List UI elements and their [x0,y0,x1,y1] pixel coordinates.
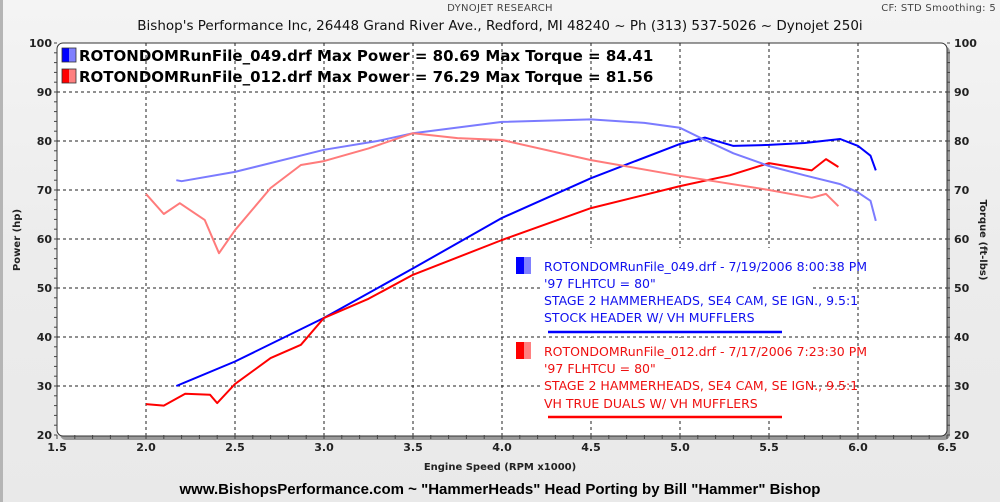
note-bg-049 [540,248,810,334]
run-notes: ROTONDOMRunFile_049.drf - 7/19/2006 8:00… [516,248,867,420]
x-tick-label: 2.5 [225,441,245,454]
y-tick-label: 30 [37,380,53,393]
note-049-line4: STOCK HEADER W/ VH MUFFLERS [544,310,755,325]
legend-049-summary: ROTONDOMRunFile_049.drf Max Power = 80.6… [79,47,653,65]
x-axis-title: Engine Speed (RPM x1000) [424,462,576,473]
note-swatch-012 [516,342,524,359]
note-012-line2: '97 FLHTCU = 80" [544,361,656,376]
y-tick-label: 90 [37,86,53,99]
x-tick-label: 6.0 [848,441,868,454]
legend-012-summary: ROTONDOMRunFile_012.drf Max Power = 76.2… [79,68,653,86]
y2-tick-label: 70 [954,184,970,197]
legend-swatch-049 [62,48,69,62]
y-tick-label: 40 [37,331,53,344]
y2-axis-title: Torque (ft-lbs) [977,200,988,281]
x-tick-label: 3.0 [314,441,334,454]
y2-tick-label: 30 [954,380,970,393]
x-tick-label: 1.5 [47,441,67,454]
y2-tick-label: 60 [954,233,970,246]
note-012-line1: ROTONDOMRunFile_012.drf - 7/17/2006 7:23… [544,344,867,359]
settings-label: CF: STD Smoothing: 5 [881,3,996,14]
dynojet-title: DYNOJET RESEARCH [447,3,553,14]
window-edge [0,0,3,502]
y2-tick-label: 20 [954,429,970,442]
note-049-line1: ROTONDOMRunFile_049.drf - 7/19/2006 8:00… [544,259,867,274]
footer-credits: www.BishopsPerformance.com ~ "HammerHead… [179,481,821,498]
y-tick-label: 60 [37,233,53,246]
legend-swatch-012-light [69,69,76,83]
data-series [145,118,877,407]
series-line [145,158,839,407]
x-tick-label: 4.5 [581,441,601,454]
note-012-line4: VH TRUE DUALS W/ VH MUFFLERS [544,396,758,411]
legend-swatch-border [61,47,77,63]
y2-tick-label: 80 [954,135,970,148]
series-line [175,136,877,387]
x-tick-label: 4.0 [492,441,512,454]
legend-swatch-border [61,68,77,84]
x-tick-label: 5.0 [670,441,690,454]
legend-top: ROTONDOMRunFile_049.drf Max Power = 80.6… [61,47,653,86]
y-axis-title: Power (hp) [12,209,23,271]
note-049-line2: '97 FLHTCU = 80" [544,276,656,291]
note-swatch-012-light [524,342,531,359]
note-swatch-049 [516,257,524,274]
x-tick-label: 6.5 [937,441,957,454]
x-tick-label: 3.5 [403,441,423,454]
note-012-line3: STAGE 2 HAMMERHEADS, SE4 CAM, SE IGN., 9… [544,378,858,393]
y2-tick-label: 90 [954,86,970,99]
y-tick-label: 70 [37,184,53,197]
y-tick-label: 100 [29,37,52,50]
y-tick-label: 80 [37,135,53,148]
note-bg-012 [540,338,810,420]
x-tick-label: 5.5 [759,441,779,454]
legend-swatch-049-light [69,48,76,62]
y2-tick-label: 100 [954,37,977,50]
y2-tick-label: 50 [954,282,970,295]
shop-info: Bishop's Performance Inc, 26448 Grand Ri… [137,18,863,34]
note-049-line3: STAGE 2 HAMMERHEADS, SE4 CAM, SE IGN., 9… [544,293,858,308]
series-line [176,118,877,222]
series-line [145,132,840,255]
note-swatch-049-light [524,257,531,274]
y-tick-label: 20 [37,429,53,442]
legend-swatch-012 [62,69,69,83]
x-tick-label: 2.0 [136,441,156,454]
y2-tick-label: 40 [954,331,970,344]
y-tick-label: 50 [37,282,53,295]
